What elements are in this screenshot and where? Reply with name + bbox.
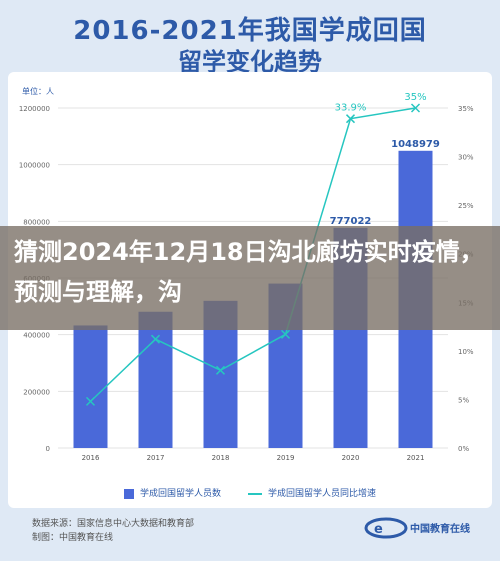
- x-tick-label: 2016: [82, 454, 100, 462]
- y-left-tick-label: 0: [46, 445, 50, 453]
- y-left-tick-label: 400000: [23, 332, 50, 340]
- line-point-marker: [215, 365, 226, 375]
- line-series: [89, 107, 416, 402]
- x-tick-label: 2020: [342, 454, 360, 462]
- x-tick-label: 2019: [277, 454, 295, 462]
- svg-text:e: e: [374, 522, 383, 537]
- y-left-tick-label: 1200000: [19, 105, 50, 113]
- y-right-tick-label: 30%: [458, 154, 474, 162]
- legend: 学成回国留学人员数 学成回国留学人员同比增速: [0, 486, 500, 499]
- credit-line: 制图：中国教育在线: [32, 533, 114, 543]
- legend-item-line: 学成回国留学人员同比增速: [247, 486, 376, 499]
- bar: [138, 311, 173, 448]
- banner-text: 猜测2024年12月18日沟北廊坊实时疫情，预测与理解，沟: [14, 238, 484, 306]
- logo-text: 中国教育在线: [410, 524, 470, 535]
- line-point-marker: [410, 103, 421, 113]
- y-right-tick-label: 0%: [458, 445, 469, 453]
- line-data-label: 33.9%: [335, 103, 367, 114]
- line-point-marker: [280, 329, 291, 339]
- y-right-tick-label: 25%: [458, 202, 474, 210]
- legend-swatch-bars: [124, 488, 135, 499]
- y-left-tick-label: 800000: [23, 218, 50, 226]
- y-right-tick-label: 10%: [458, 348, 474, 356]
- x-tick-label: 2021: [407, 454, 425, 462]
- line-point-marker: [345, 114, 356, 124]
- line-data-label: 35%: [404, 92, 426, 103]
- legend-label-line: 学成回国留学人员同比增速: [267, 489, 376, 499]
- legend-item-bars: 学成回国留学人员数: [124, 486, 221, 499]
- y-left-tick-label: 1000000: [19, 162, 50, 170]
- y-axis-unit: 单位：人: [22, 86, 54, 96]
- overlay-banner: 猜测2024年12月18日沟北廊坊实时疫情，预测与理解，沟: [0, 226, 500, 330]
- chart-subtitle: 留学变化趋势: [178, 48, 322, 76]
- x-tick-label: 2018: [212, 454, 230, 462]
- bar: [73, 325, 108, 448]
- y-left-tick-label: 200000: [23, 388, 50, 396]
- chart-title: 2016-2021年我国学成回国: [73, 16, 427, 46]
- legend-swatch-line: [247, 492, 262, 495]
- y-right-tick-label: 35%: [458, 105, 474, 113]
- x-tick-label: 2017: [147, 454, 165, 462]
- line-point-marker: [85, 396, 96, 406]
- bar-data-label: 1048979: [391, 139, 440, 150]
- logo-icon: e: [364, 517, 408, 539]
- source-line: 数据来源：国家信息中心大数据和教育部: [32, 519, 195, 529]
- bar-data-label: 777022: [330, 216, 372, 227]
- line-point-marker: [150, 334, 161, 344]
- legend-label-bars: 学成回国留学人员数: [140, 489, 222, 499]
- y-right-tick-label: 5%: [458, 396, 469, 404]
